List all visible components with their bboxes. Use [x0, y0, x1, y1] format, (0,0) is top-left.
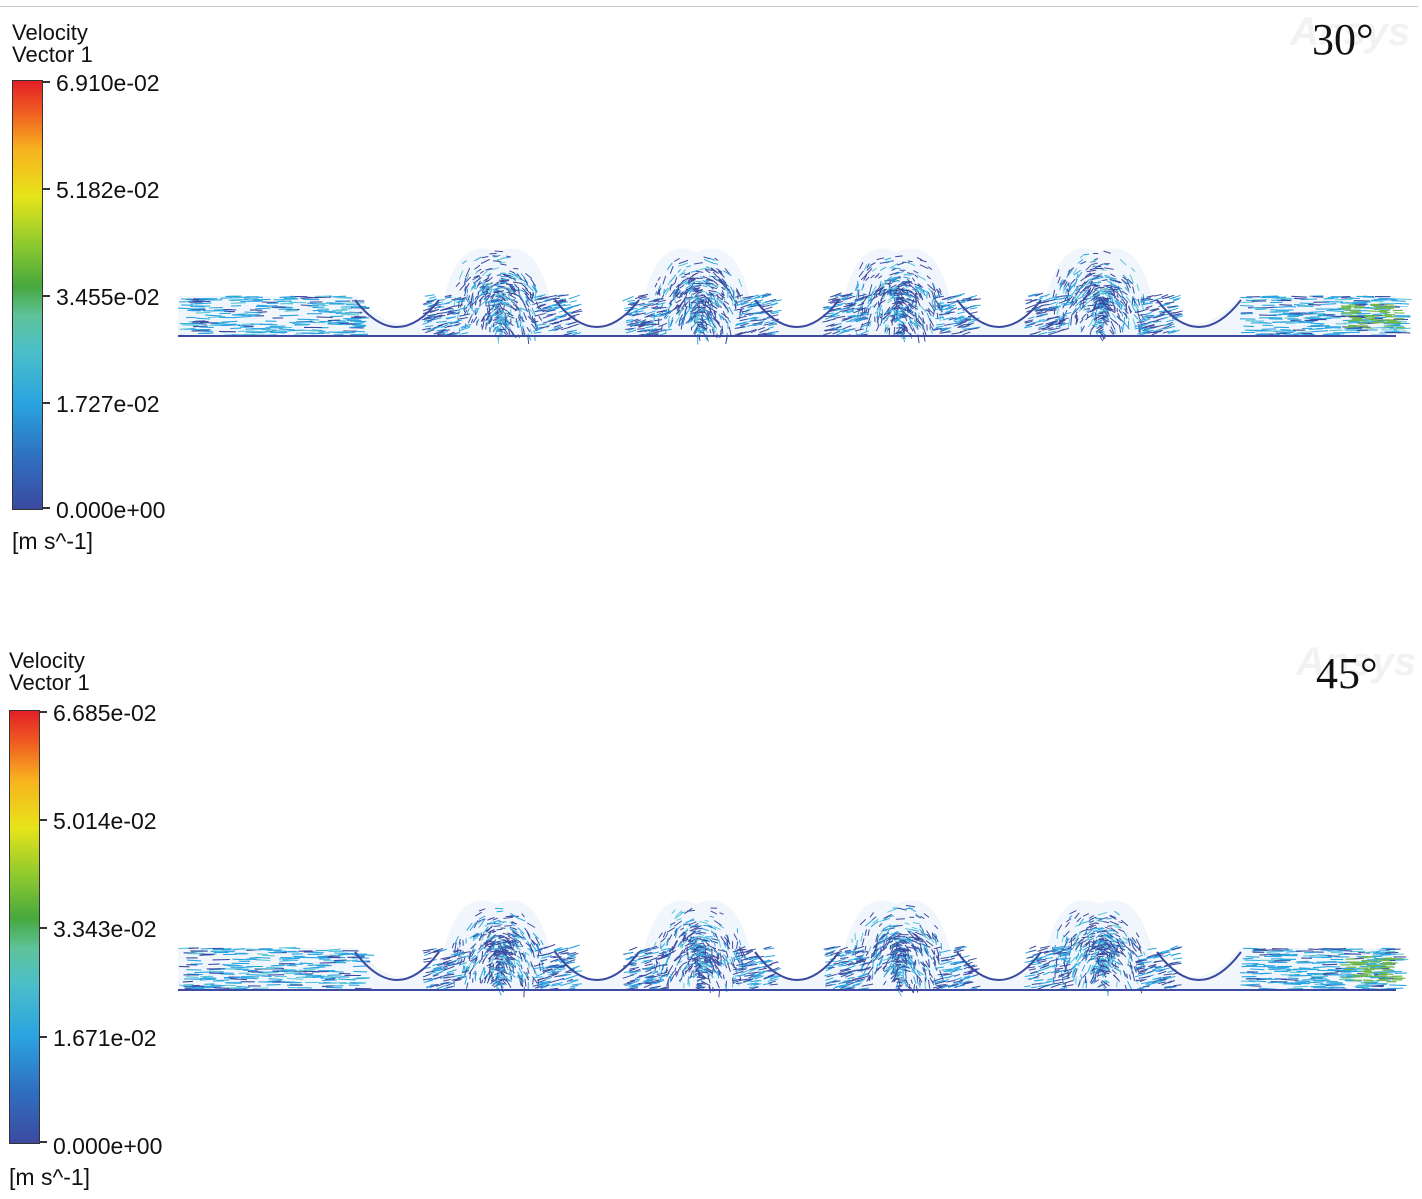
colorbar [12, 80, 43, 510]
legend-title-line1: Velocity [9, 648, 85, 673]
legend-title-line1: Velocity [12, 20, 88, 45]
colorbar-label: 1.727e-02 [56, 391, 160, 417]
trough-wall [554, 299, 640, 328]
trough-wall [1156, 299, 1242, 328]
colorbar-label: 5.014e-02 [53, 808, 157, 834]
unit-label: [m s^-1] [9, 1164, 91, 1190]
trough-wall [956, 299, 1042, 328]
watermark-logo: Ansys [1290, 10, 1411, 54]
colorbar-tick [39, 1036, 47, 1038]
colorbar-label: 3.455e-02 [56, 284, 160, 310]
trough-wall [354, 951, 440, 981]
angle-label: 30° [1312, 15, 1374, 64]
watermark-logo: Ansys [1296, 640, 1417, 684]
colorbar-tick [42, 295, 50, 297]
vector-arrows [178, 904, 1409, 998]
trough-wall [1156, 951, 1242, 981]
vector-arrows [178, 250, 1412, 345]
colorbar-tick [42, 402, 50, 404]
colorbar-label: 5.182e-02 [56, 177, 160, 203]
velocity-vector-field [178, 900, 1409, 998]
legend-title: Velocity Vector 1 [12, 22, 93, 66]
colorbar-label: 1.671e-02 [53, 1025, 157, 1051]
panel-30-degrees: Velocity Vector 1 6.910e-02 5.182e-02 3.… [12, 10, 1412, 554]
colorbar-tick [39, 711, 47, 713]
colorbar-tick [42, 188, 50, 190]
unit-label: [m s^-1] [12, 528, 94, 554]
legend-title-line2: Vector 1 [12, 42, 93, 67]
trough-wall [354, 299, 440, 328]
colorbar-tick [39, 927, 47, 929]
colorbar-label-max: 6.910e-02 [56, 70, 160, 96]
colorbar-label-min: 0.000e+00 [53, 1133, 163, 1159]
colorbar-label-max: 6.685e-02 [53, 700, 157, 726]
trough-wall [754, 951, 840, 981]
colorbar-tick [42, 81, 50, 83]
top-divider [0, 6, 1418, 7]
panel-45-degrees: Velocity Vector 1 6.685e-02 5.014e-02 3.… [0, 628, 1422, 1199]
colorbar-tick [42, 507, 50, 509]
angle-label: 45° [1316, 649, 1378, 698]
legend-title: Velocity Vector 1 [9, 650, 90, 694]
colorbar-tick [39, 819, 47, 821]
colorbar-label: 3.343e-02 [53, 916, 157, 942]
legend-title-line2: Vector 1 [9, 670, 90, 695]
trough-wall [554, 951, 640, 981]
trough-wall [956, 951, 1042, 981]
colorbar-tick [39, 1141, 47, 1143]
colorbar-label-min: 0.000e+00 [56, 497, 166, 523]
velocity-vector-field [178, 248, 1412, 345]
trough-wall [754, 299, 840, 328]
